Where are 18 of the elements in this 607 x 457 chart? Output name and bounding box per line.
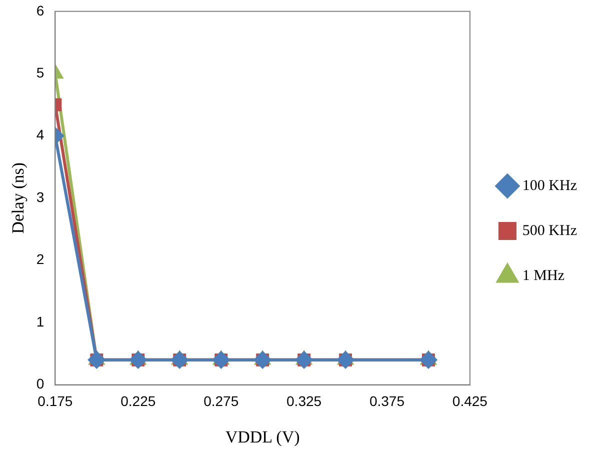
y-axis-title: Delay (ns) [8,162,28,234]
y-tick-label: 1 [36,313,44,330]
x-tick-label: 0.225 [120,393,156,410]
x-tick-label: 0.175 [38,393,73,410]
x-tick-label: 0.425 [452,393,488,410]
legend-label: 100 KHz [522,178,578,194]
x-axis-title: VDDL (V) [225,427,300,446]
y-tick-label: 5 [36,64,44,80]
y-tick-label: 4 [36,126,44,143]
legend-label: 1 MHz [522,268,565,284]
legend-label: 500 KHz [522,222,578,239]
x-tick-label: 0.325 [286,393,322,410]
y-tick-label: 0 [36,376,44,392]
x-tick-label: 0.275 [204,393,239,410]
y-tick-label: 2 [36,251,44,268]
x-tick-label: 0.375 [369,393,405,410]
y-tick-label: 3 [36,188,44,205]
y-tick-label: 6 [36,2,44,18]
